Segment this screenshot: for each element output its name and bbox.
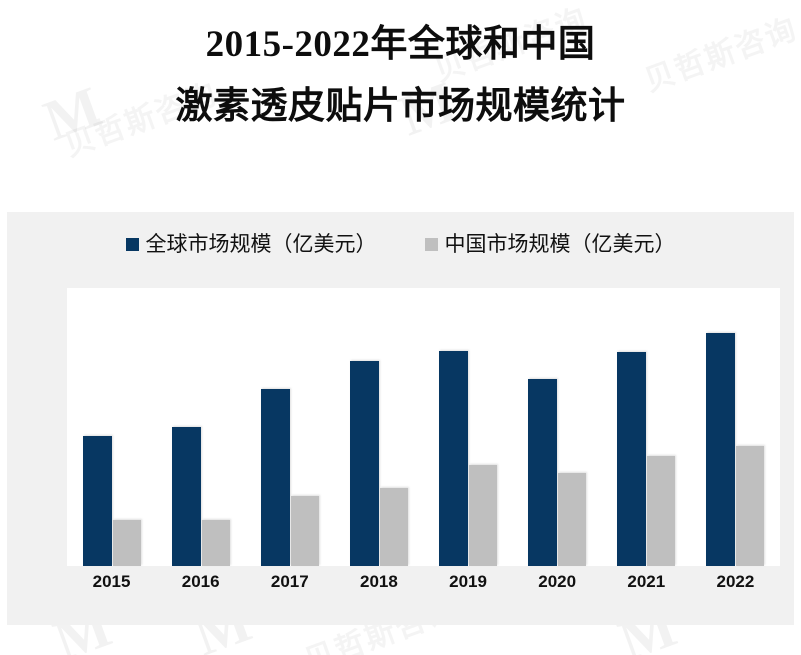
bar-china-2016[interactable] [201, 520, 230, 566]
legend-label-global: 全球市场规模（亿美元） [145, 232, 377, 256]
bar-global-2019[interactable] [439, 351, 469, 566]
bar-group [513, 288, 602, 566]
legend-item-global[interactable]: 全球市场规模（亿美元） [125, 232, 377, 256]
bar-group [602, 288, 691, 566]
bar-group [156, 288, 245, 566]
x-tick-2015: 2015 [92, 572, 131, 591]
bar-china-2017[interactable] [290, 496, 319, 566]
bar-global-2015[interactable] [82, 436, 112, 566]
chart-card: 全球市场规模（亿美元） 中国市场规模（亿美元） 2015 2016 2017 2018… [7, 212, 794, 625]
bar-global-2020[interactable] [528, 379, 558, 566]
legend-label-china: 中国市场规模（亿美元） [444, 232, 676, 256]
x-tick-2019: 2019 [449, 572, 487, 591]
chart-title: 2015-2022年全球和中国 激素透皮贴片市场规模统计 [0, 14, 801, 138]
x-axis-tick-labels: 2015 2016 2017 2018 2019 2020 2021 2022 [67, 572, 780, 592]
x-tick-2022: 2022 [716, 572, 755, 591]
chart-legend: 全球市场规模（亿美元） 中国市场规模（亿美元） [7, 234, 794, 255]
bar-china-2021[interactable] [647, 456, 676, 566]
x-tick-2020: 2020 [538, 572, 577, 591]
bar-global-2016[interactable] [171, 427, 201, 566]
bar-china-2019[interactable] [469, 465, 498, 566]
legend-swatch-global-icon [125, 238, 139, 251]
x-tick-2016: 2016 [181, 572, 220, 591]
bar-group [691, 288, 780, 566]
legend-item-china[interactable]: 中国市场规模（亿美元） [424, 232, 676, 256]
bar-china-2015[interactable] [112, 520, 141, 566]
bars-layer [67, 288, 780, 566]
chart-title-line-1: 2015-2022年全球和中国 [205, 24, 596, 65]
legend-swatch-china-icon [424, 238, 438, 251]
bar-group [334, 288, 423, 566]
bar-global-2022[interactable] [706, 333, 736, 566]
x-tick-2017: 2017 [270, 572, 309, 591]
bar-group [424, 288, 513, 566]
bar-group [245, 288, 334, 566]
bar-china-2022[interactable] [736, 446, 765, 566]
bar-global-2021[interactable] [617, 352, 647, 566]
x-tick-2018: 2018 [360, 572, 398, 591]
plot-area [67, 288, 780, 566]
bar-global-2018[interactable] [349, 361, 379, 566]
chart-title-line-2: 激素透皮贴片市场规模统计 [175, 86, 626, 127]
x-tick-2021: 2021 [627, 572, 666, 591]
bar-group [67, 288, 156, 566]
bar-china-2018[interactable] [379, 488, 408, 566]
bar-global-2017[interactable] [260, 389, 290, 566]
bar-china-2020[interactable] [558, 473, 587, 566]
